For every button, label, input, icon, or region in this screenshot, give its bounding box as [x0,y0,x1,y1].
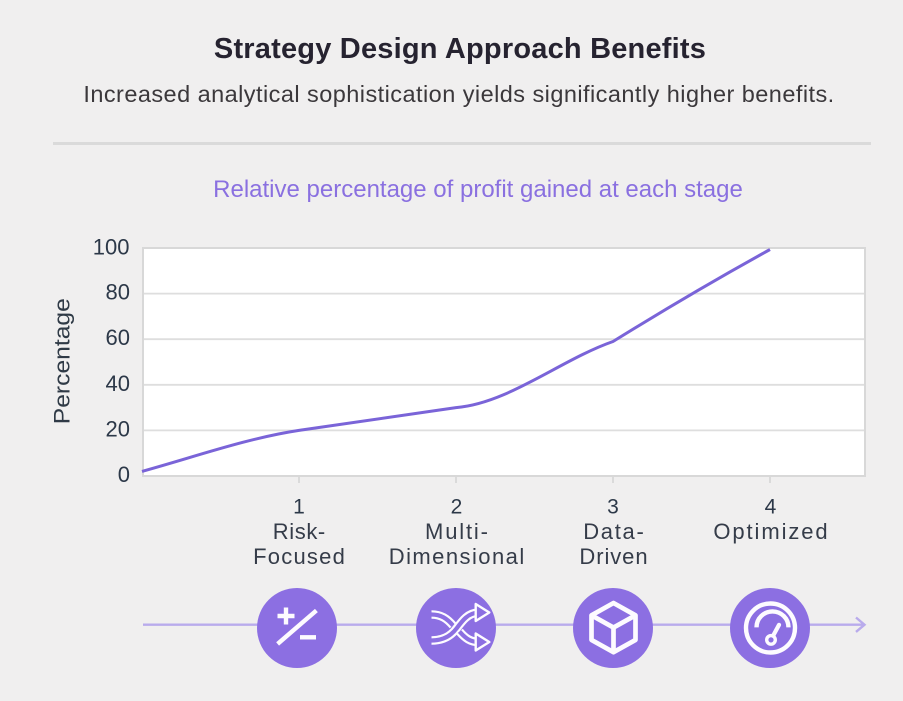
svg-text:2: 2 [451,496,463,519]
svg-text:Percentage: Percentage [50,298,75,424]
svg-text:Multi-: Multi- [425,519,488,544]
svg-text:20: 20 [106,416,130,441]
svg-text:Dimensional: Dimensional [389,544,525,569]
svg-text:Focused: Focused [253,544,345,569]
svg-text:100: 100 [93,235,130,260]
svg-text:Risk-: Risk- [273,519,326,544]
svg-text:3: 3 [607,496,619,519]
svg-text:Driven: Driven [579,544,647,569]
svg-text:1: 1 [293,496,305,519]
svg-text:60: 60 [106,325,130,350]
svg-text:Data-: Data- [583,519,644,544]
svg-text:40: 40 [106,371,130,396]
svg-text:0: 0 [118,462,130,487]
svg-text:4: 4 [765,496,777,519]
svg-text:80: 80 [106,280,130,305]
svg-text:Optimized: Optimized [713,519,827,544]
